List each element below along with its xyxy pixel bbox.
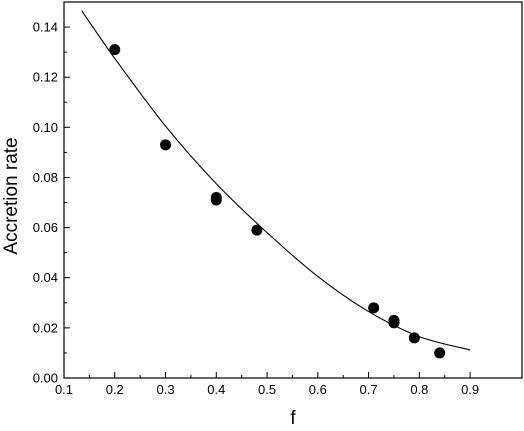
x-axis-ticks: 0.1 0.2 0.3 0.4 0.5 0.6 0.7 0.8 0.9 — [55, 372, 479, 397]
x-tick-label: 0.3 — [156, 382, 174, 397]
data-point — [388, 317, 400, 329]
plot-border — [63, 1, 523, 379]
data-point — [160, 139, 172, 151]
y-tick-label: 0.14 — [33, 20, 58, 35]
x-tick-label: 0.5 — [258, 382, 276, 397]
x-tick-label: 0.6 — [309, 382, 327, 397]
y-tick-label: 0.06 — [33, 220, 58, 235]
y-tick-label: 0.10 — [33, 120, 58, 135]
data-points — [109, 44, 446, 359]
y-tick-label: 0.08 — [33, 170, 58, 185]
x-axis-label: f — [290, 408, 296, 429]
data-point — [408, 332, 420, 344]
y-axis-label: Accretion rate — [1, 137, 22, 254]
x-tick-label: 0.7 — [360, 382, 378, 397]
fit-curve-line — [81, 10, 471, 351]
data-point — [434, 347, 446, 359]
x-tick-label: 0.9 — [461, 382, 479, 397]
y-tick-label: 0.02 — [33, 320, 58, 335]
data-point — [210, 194, 222, 206]
y-tick-label: 0.12 — [33, 70, 58, 85]
x-tick-label: 0.2 — [106, 382, 124, 397]
data-point — [368, 302, 380, 314]
fit-curves — [81, 10, 471, 351]
plot-frame — [63, 1, 523, 379]
y-axis-ticks: 0.00 0.02 0.04 0.06 0.08 0.10 0.12 0.14 — [33, 20, 70, 386]
y-tick-label: 0.04 — [33, 270, 58, 285]
x-tick-label: 0.8 — [410, 382, 428, 397]
y-tick-label: 0.00 — [33, 371, 58, 386]
x-tick-label: 0.1 — [55, 382, 73, 397]
data-point — [109, 44, 121, 56]
x-tick-label: 0.4 — [207, 382, 225, 397]
data-point — [251, 224, 263, 236]
